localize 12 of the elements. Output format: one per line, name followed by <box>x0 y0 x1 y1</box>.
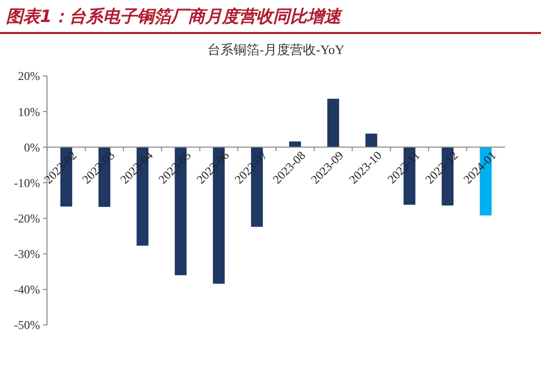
y-tick-label: -40% <box>14 282 40 297</box>
y-tick-label: -50% <box>14 318 40 332</box>
bar <box>365 134 378 148</box>
y-tick-label: -30% <box>14 247 40 262</box>
y-tick-label: 10% <box>18 104 40 119</box>
bar <box>327 98 340 148</box>
y-tick-label: 0% <box>24 140 40 154</box>
y-tick-label: -10% <box>14 176 40 190</box>
y-tick-label: 20% <box>18 69 40 84</box>
chart-title: 图表1：台系电子铜箔厂商月度营收同比增速 <box>6 7 343 27</box>
y-tick-label: -20% <box>14 211 40 226</box>
chart-subtitle: 台系铜箔-月度营收-YoY <box>208 42 345 57</box>
